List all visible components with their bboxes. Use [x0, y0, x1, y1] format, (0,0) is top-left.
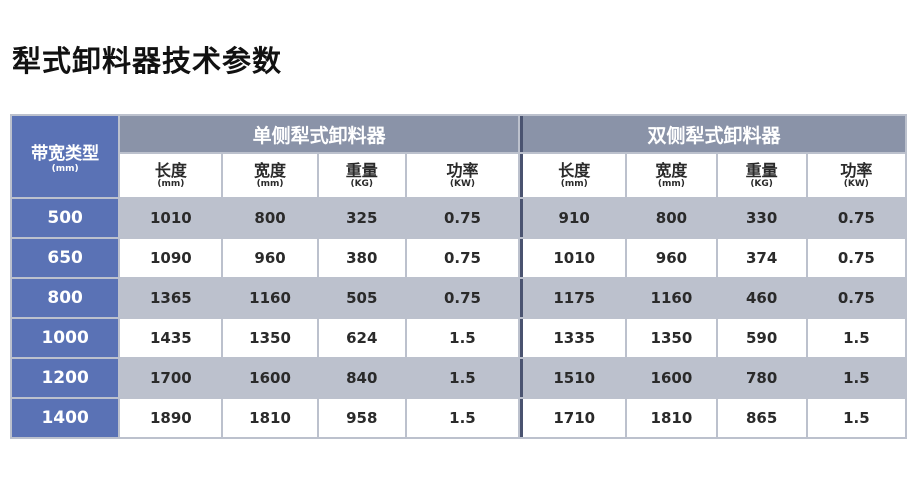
single-value-cell: 1.5 [406, 319, 519, 357]
double-value-cell: 1175 [520, 279, 626, 317]
double-value-cell: 1160 [627, 279, 716, 317]
double-value-cell: 1710 [520, 399, 626, 437]
double-value-cell: 0.75 [807, 199, 905, 237]
column-label: 长度 [154, 160, 187, 180]
single-value-cell: 840 [318, 359, 405, 397]
single-value-cell: 1.5 [406, 359, 519, 397]
belt-width-cell: 500 [12, 199, 119, 237]
single-value-cell: 380 [318, 239, 405, 277]
single-value-cell: 1810 [223, 399, 317, 437]
table-row: 1000 1435 1350 624 1.5 1335 1350 590 1.5 [12, 319, 905, 357]
column-label: 重量 [345, 160, 378, 180]
double-value-cell: 0.75 [807, 279, 905, 317]
belt-width-cell: 650 [12, 239, 119, 277]
double-value-cell: 865 [717, 399, 806, 437]
single-value-cell: 0.75 [406, 199, 519, 237]
belt-width-cell: 1000 [12, 319, 119, 357]
column-header: 长度 (mm) [120, 154, 222, 197]
double-value-cell: 1335 [520, 319, 626, 357]
single-value-cell: 1010 [120, 199, 222, 237]
double-value-cell: 1.5 [807, 319, 905, 357]
single-value-cell: 1700 [120, 359, 222, 397]
belt-width-header: 带宽类型 (mm) [12, 116, 119, 197]
double-value-cell: 374 [717, 239, 806, 277]
column-unit: (mm) [560, 178, 588, 189]
table-row: 650 1090 960 380 0.75 1010 960 374 0.75 [12, 239, 905, 277]
column-label: 功率 [840, 160, 873, 180]
column-unit: (mm) [657, 178, 685, 189]
single-value-cell: 325 [318, 199, 405, 237]
page-title: 犁式卸料器技术参数 [12, 44, 283, 78]
column-header: 宽度 (mm) [627, 154, 716, 197]
column-label: 功率 [446, 160, 479, 180]
double-value-cell: 460 [717, 279, 806, 317]
single-value-cell: 0.75 [406, 239, 519, 277]
double-value-cell: 1.5 [807, 399, 905, 437]
single-value-cell: 1600 [223, 359, 317, 397]
single-value-cell: 505 [318, 279, 405, 317]
double-value-cell: 1510 [520, 359, 626, 397]
single-value-cell: 1890 [120, 399, 222, 437]
single-value-cell: 624 [318, 319, 405, 357]
column-header: 宽度 (mm) [223, 154, 317, 197]
column-unit: (KG) [350, 178, 374, 189]
column-label: 宽度 [254, 160, 287, 180]
double-value-cell: 590 [717, 319, 806, 357]
single-value-cell: 960 [223, 239, 317, 277]
double-value-cell: 960 [627, 239, 716, 277]
single-value-cell: 800 [223, 199, 317, 237]
table-row: 500 1010 800 325 0.75 910 800 330 0.75 [12, 199, 905, 237]
column-label: 宽度 [655, 160, 688, 180]
belt-width-unit: (mm) [51, 164, 79, 174]
column-header: 功率 (KW) [406, 154, 519, 197]
belt-width-cell: 800 [12, 279, 119, 317]
double-value-cell: 0.75 [807, 239, 905, 277]
single-value-cell: 958 [318, 399, 405, 437]
belt-width-cell: 1400 [12, 399, 119, 437]
double-value-cell: 1600 [627, 359, 716, 397]
double-value-cell: 1010 [520, 239, 626, 277]
column-unit: (KW) [843, 178, 869, 189]
single-value-cell: 1.5 [406, 399, 519, 437]
single-value-cell: 1435 [120, 319, 222, 357]
double-value-cell: 800 [627, 199, 716, 237]
column-unit: (mm) [256, 178, 284, 189]
column-label: 长度 [558, 160, 591, 180]
spec-table: 带宽类型 (mm) 单侧犁式卸料器 双侧犁式卸料器 长度 (mm) 宽度 (mm) 重量… [10, 114, 907, 439]
single-value-cell: 1350 [223, 319, 317, 357]
double-value-cell: 910 [520, 199, 626, 237]
belt-width-cell: 1200 [12, 359, 119, 397]
double-value-cell: 1.5 [807, 359, 905, 397]
belt-width-label: 带宽类型 [31, 144, 100, 164]
table-row: 800 1365 1160 505 0.75 1175 1160 460 0.75 [12, 279, 905, 317]
double-value-cell: 780 [717, 359, 806, 397]
double-value-cell: 1810 [627, 399, 716, 437]
column-header: 重量 (KG) [717, 154, 806, 197]
single-value-cell: 1090 [120, 239, 222, 277]
column-label: 重量 [745, 160, 778, 180]
column-header: 长度 (mm) [520, 154, 626, 197]
double-value-cell: 330 [717, 199, 806, 237]
single-value-cell: 1365 [120, 279, 222, 317]
column-unit: (mm) [157, 178, 185, 189]
column-header: 重量 (KG) [318, 154, 405, 197]
group-header-single: 单侧犁式卸料器 [120, 116, 519, 152]
column-unit: (KW) [449, 178, 476, 189]
column-header: 功率 (KW) [807, 154, 905, 197]
double-value-cell: 1350 [627, 319, 716, 357]
single-value-cell: 1160 [223, 279, 317, 317]
single-value-cell: 0.75 [406, 279, 519, 317]
table-row: 1400 1890 1810 958 1.5 1710 1810 865 1.5 [12, 399, 905, 437]
table-row: 1200 1700 1600 840 1.5 1510 1600 780 1.5 [12, 359, 905, 397]
group-header-double: 双侧犁式卸料器 [520, 116, 905, 152]
column-unit: (KG) [750, 178, 773, 189]
